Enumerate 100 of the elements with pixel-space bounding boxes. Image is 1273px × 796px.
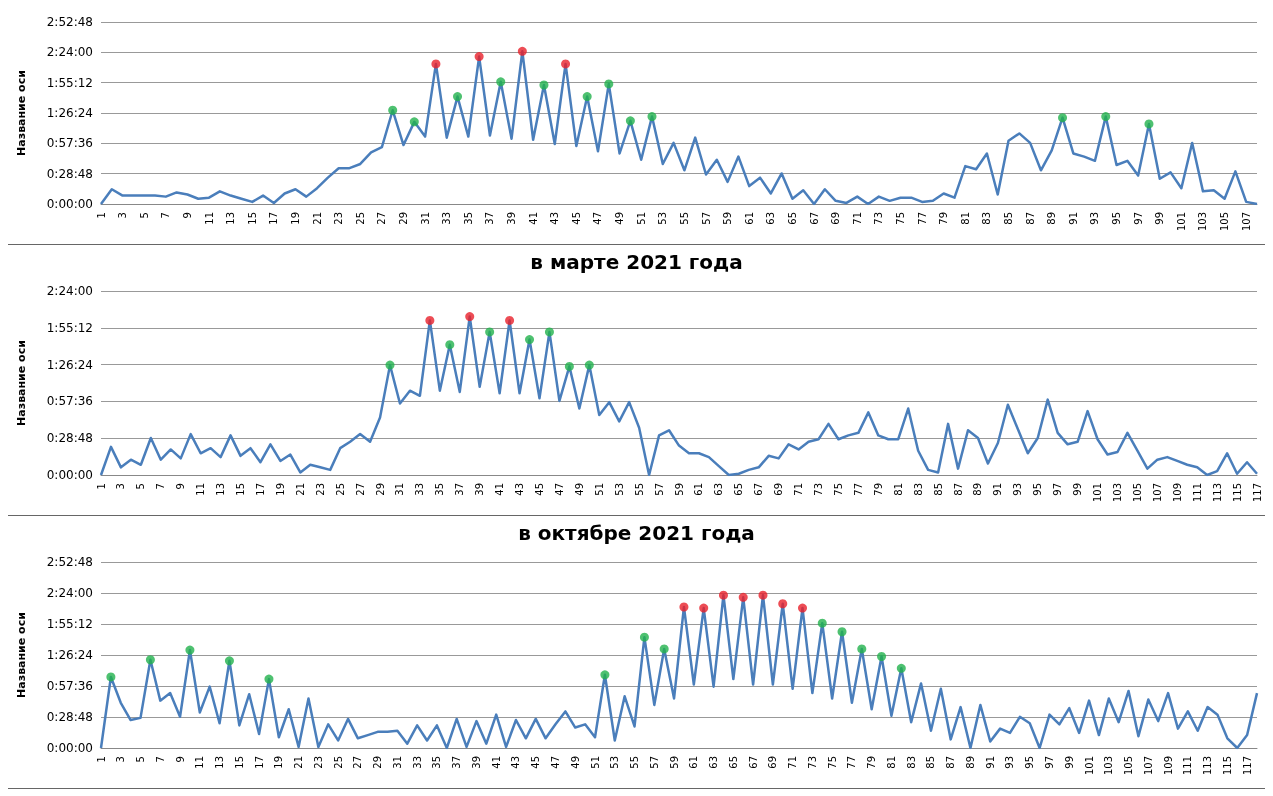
- x-tick-label: 49: [573, 483, 585, 496]
- x-tick-label: 61: [743, 212, 755, 225]
- x-tick-label: 71: [787, 756, 799, 769]
- x-tick-label: 67: [747, 756, 759, 769]
- chart-title: в октябре 2021 года: [518, 521, 755, 545]
- x-tick-label: 9: [181, 212, 193, 219]
- x-tick-label: 113: [1202, 756, 1214, 776]
- x-tick-label: 25: [332, 756, 344, 769]
- x-tick-label: 77: [916, 212, 928, 225]
- x-tick-label: 67: [753, 483, 765, 496]
- x-tick-label: 15: [235, 483, 247, 496]
- x-tick-label: 91: [1067, 212, 1079, 225]
- y-tick-label: 1:26:24: [46, 106, 93, 120]
- x-tick-label: 75: [826, 756, 838, 769]
- point: [561, 59, 571, 69]
- point: [699, 603, 709, 613]
- x-tick-label: 53: [609, 756, 621, 769]
- x-tick-label: 35: [434, 483, 446, 496]
- x-tick-label: 55: [678, 212, 690, 225]
- x-tick-label: 35: [462, 212, 474, 225]
- x-tick-label: 39: [470, 756, 482, 769]
- point: [877, 652, 887, 661]
- x-tick-label: 63: [765, 212, 777, 225]
- point: [505, 315, 515, 325]
- x-tick-label: 91: [992, 483, 1004, 496]
- x-tick-label: 23: [314, 483, 326, 496]
- x-tick-label: 3: [115, 483, 127, 490]
- point: [625, 116, 635, 126]
- x-tick-label: 61: [693, 483, 705, 496]
- x-tick-label: 3: [117, 212, 129, 219]
- x-tick-label: 99: [1154, 212, 1166, 225]
- x-tick-label: 65: [733, 483, 745, 496]
- y-axis-title: Название оси: [15, 70, 28, 156]
- x-tick-label: 93: [1012, 483, 1024, 496]
- x-tick-label: 99: [1072, 483, 1084, 496]
- x-tick-label: 51: [589, 756, 601, 769]
- point: [584, 360, 594, 370]
- x-tick-label: 77: [846, 756, 858, 769]
- point: [409, 117, 419, 127]
- point: [817, 618, 827, 628]
- x-tick-label: 97: [1044, 756, 1056, 769]
- point: [837, 627, 847, 637]
- x-tick-label: 87: [945, 756, 957, 769]
- x-tick-label: 43: [510, 756, 522, 769]
- x-tick-label: 117: [1241, 756, 1253, 776]
- x-tick-label: 97: [1052, 483, 1064, 496]
- x-tick-label: 91: [984, 756, 996, 769]
- x-tick-label: 69: [767, 756, 779, 769]
- x-tick-label: 109: [1171, 483, 1183, 503]
- point: [485, 327, 495, 337]
- x-tick-label: 49: [614, 212, 626, 225]
- chart-title: в марте 2021 года: [530, 250, 743, 274]
- y-tick-label: 1:55:12: [46, 320, 93, 335]
- x-tick-label: 19: [274, 483, 286, 496]
- x-tick-label: 105: [1219, 212, 1231, 232]
- y-axis-title: Название оси: [15, 340, 28, 426]
- x-tick-label: 11: [194, 756, 206, 769]
- x-tick-label: 93: [1004, 756, 1016, 769]
- point: [388, 105, 398, 115]
- x-tick-label: 115: [1231, 483, 1243, 503]
- x-tick-label: 107: [1240, 212, 1252, 232]
- x-tick-label: 33: [414, 483, 426, 496]
- x-tick-label: 83: [981, 212, 993, 225]
- x-tick-label: 3: [115, 756, 127, 763]
- point: [1101, 112, 1111, 122]
- x-tick-label: 47: [592, 212, 604, 225]
- y-tick-label: 2:24:00: [46, 45, 93, 60]
- x-tick-label: 87: [952, 483, 964, 496]
- point: [564, 361, 574, 371]
- x-tick-label: 29: [374, 483, 386, 496]
- x-tick-label: 5: [138, 212, 150, 219]
- x-tick-label: 47: [550, 756, 561, 769]
- x-tick-label: 45: [530, 756, 542, 769]
- x-tick-label: 111: [1182, 756, 1194, 776]
- y-tick-label: 1:55:12: [46, 617, 93, 631]
- y-tick-label: 0:57:36: [46, 679, 93, 693]
- x-tick-label: 85: [925, 756, 937, 769]
- point: [106, 672, 116, 682]
- x-tick-label: 59: [668, 756, 680, 769]
- x-tick-label: 23: [312, 756, 324, 769]
- x-tick-label: 37: [451, 756, 463, 769]
- x-tick-label: 107: [1142, 756, 1154, 776]
- point: [431, 59, 441, 69]
- x-tick-label: 81: [959, 212, 971, 225]
- x-tick-label: 41: [494, 483, 506, 496]
- x-tick-label: 33: [411, 756, 423, 769]
- x-tick-label: 5: [135, 483, 147, 490]
- point: [453, 92, 463, 102]
- point: [758, 590, 768, 600]
- x-tick-label: 21: [311, 212, 323, 225]
- x-tick-label: 103: [1197, 212, 1209, 232]
- x-tick-label: 13: [225, 212, 237, 225]
- x-tick-label: 39: [506, 212, 518, 225]
- y-tick-label: 0:28:48: [46, 710, 93, 724]
- x-tick-label: 73: [806, 756, 818, 769]
- x-tick-label: 17: [254, 483, 266, 496]
- point: [896, 663, 906, 673]
- x-tick-label: 33: [441, 212, 453, 225]
- x-tick-label: 37: [484, 212, 496, 225]
- x-tick-label: 43: [549, 212, 561, 225]
